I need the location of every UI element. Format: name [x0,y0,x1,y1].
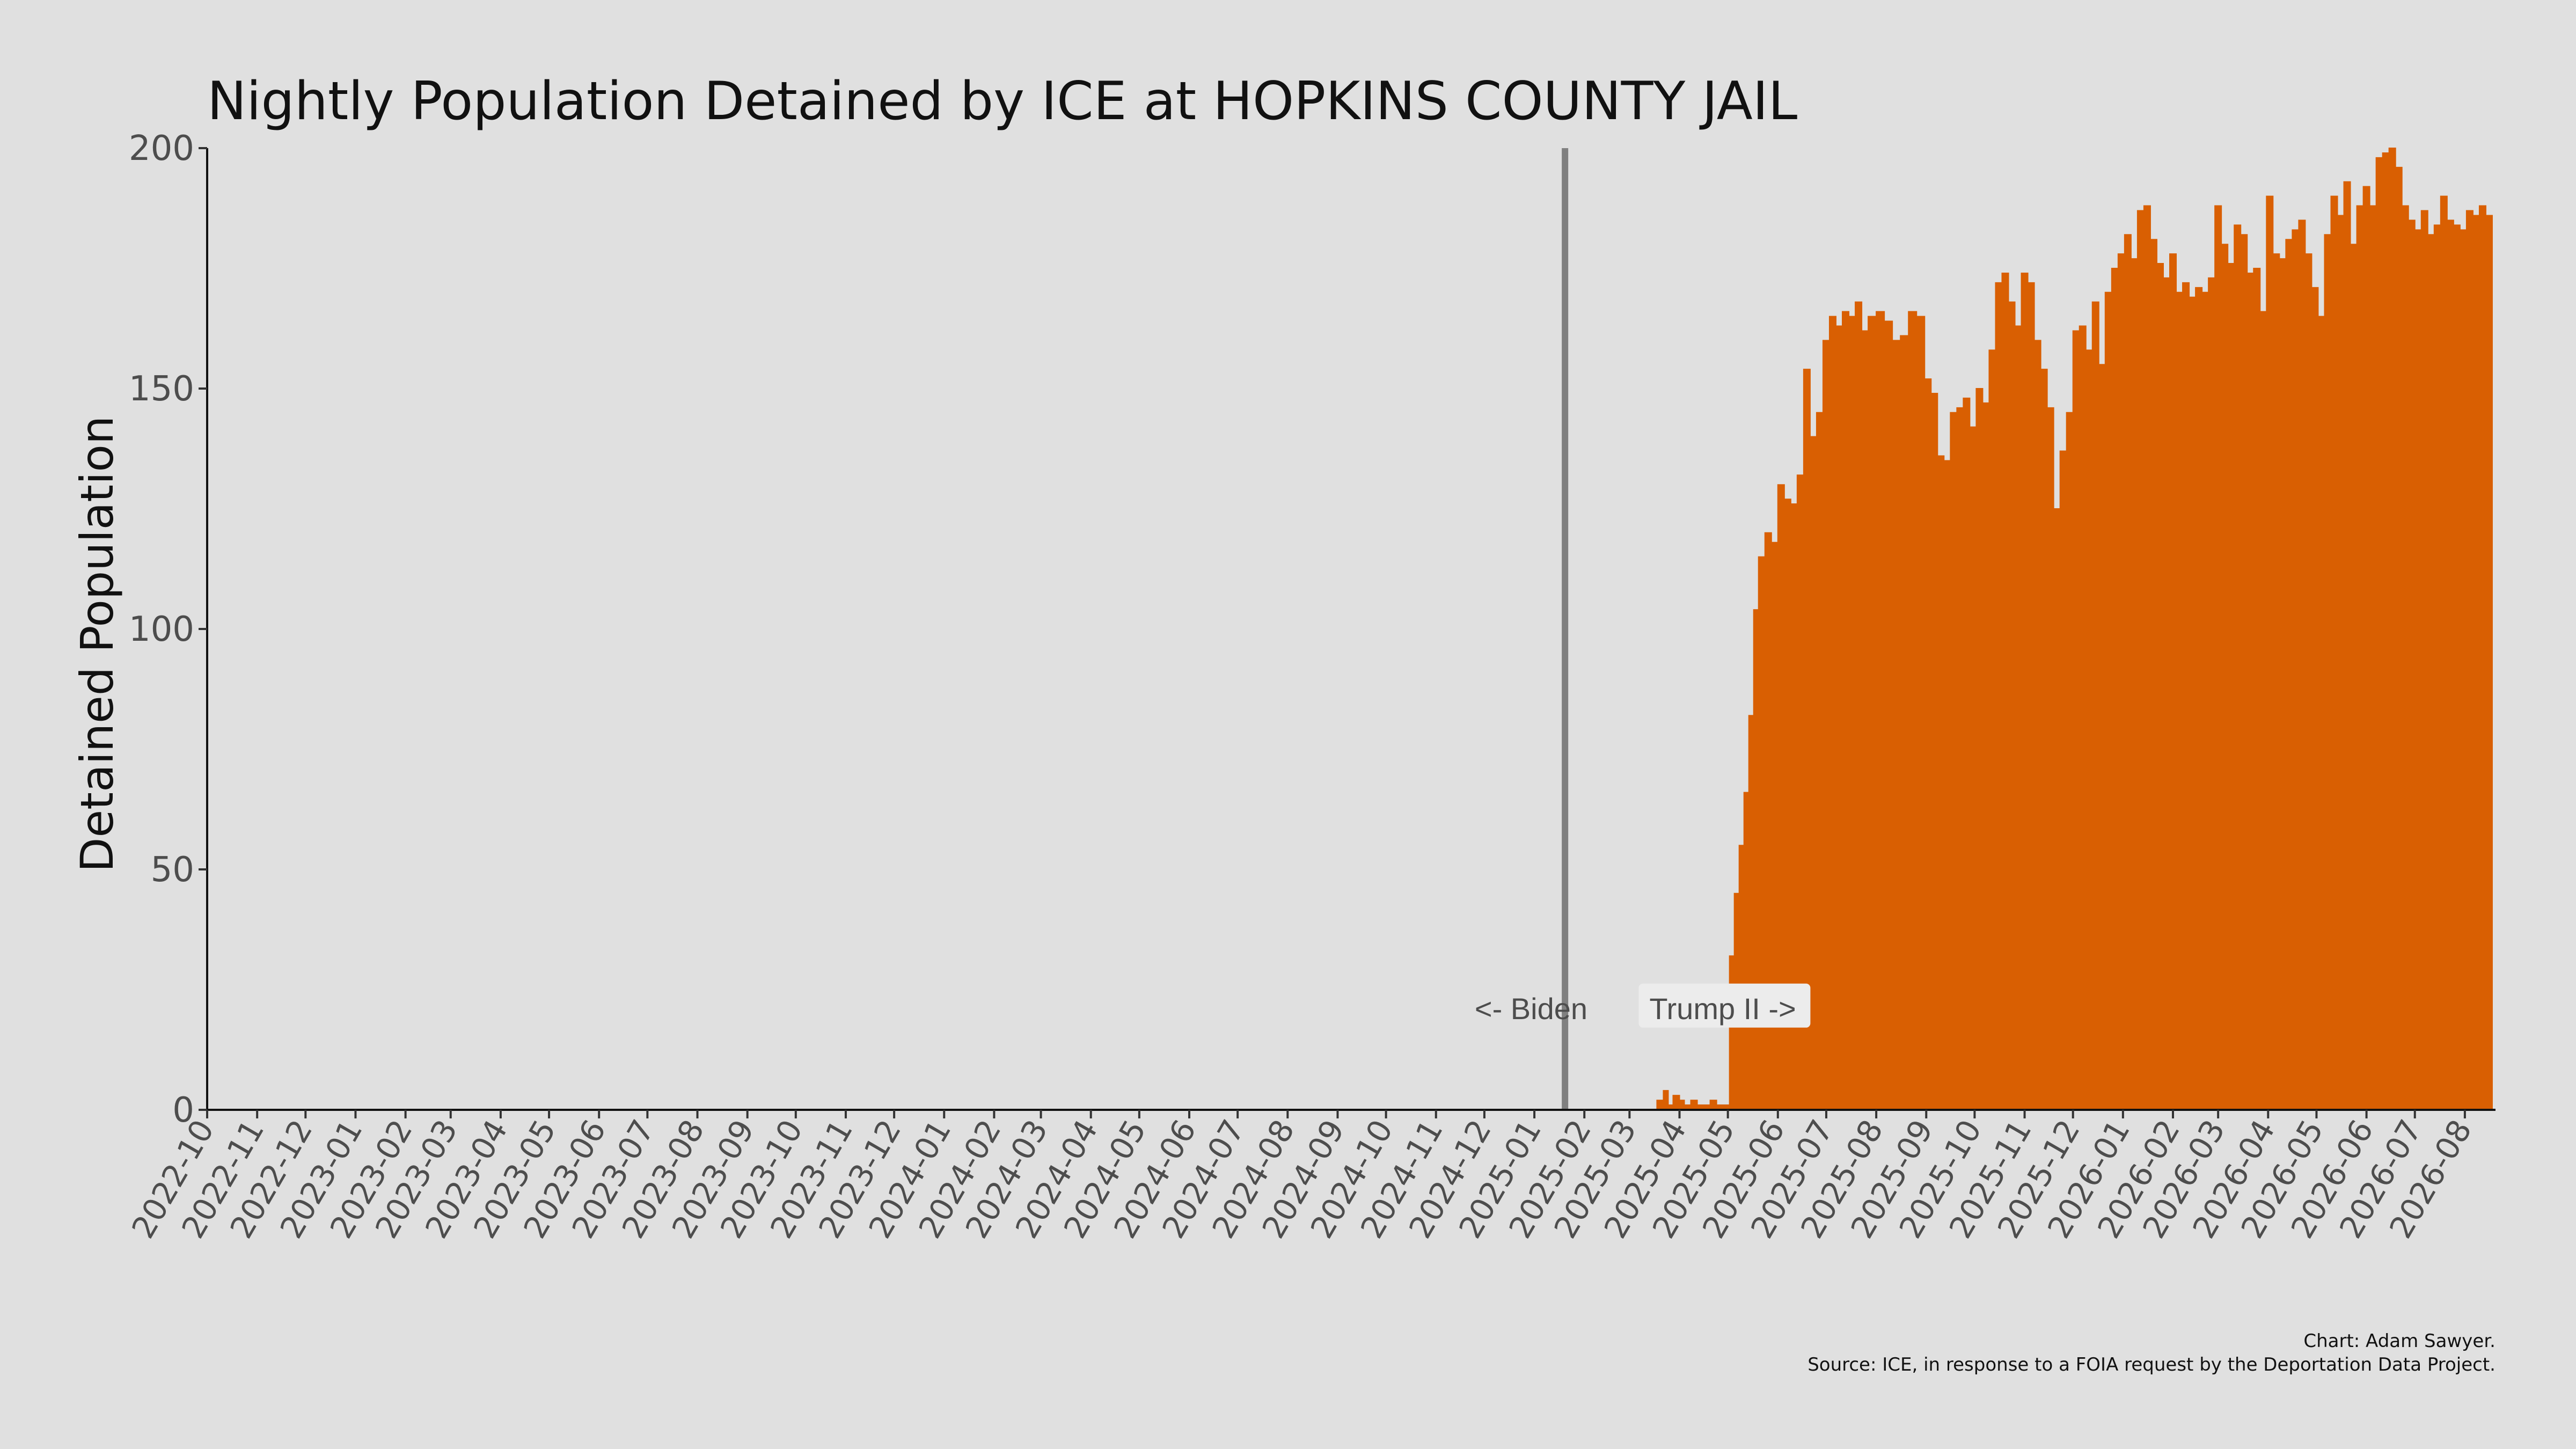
y-tick-label: 50 [151,850,194,890]
annotation-label: Trump II -> [1649,992,1796,1026]
y-tick-label: 150 [129,369,194,409]
annotation-1: Trump II -> [1638,983,1811,1028]
annotations: <- Biden Trump II -> [1475,983,1811,1028]
y-axis-label: Detained Population [71,416,123,872]
plot-area [1562,148,2493,1110]
annotation-label-background [1638,983,1811,1028]
y-tick-label: 100 [129,610,194,649]
chart-title: Nightly Population Detained by ICE at HO… [207,71,1798,132]
caption-source: Source: ICE, in response to a FOIA reque… [1807,1354,2496,1375]
annotation-label: <- Biden [1475,992,1587,1026]
y-tick-label: 200 [129,129,194,169]
annotation-0: <- Biden [1475,992,1587,1026]
series-area-0 [1656,148,2493,1110]
caption-credit: Chart: Adam Sawyer. [2303,1330,2496,1352]
y-tick-label: 0 [172,1091,194,1130]
